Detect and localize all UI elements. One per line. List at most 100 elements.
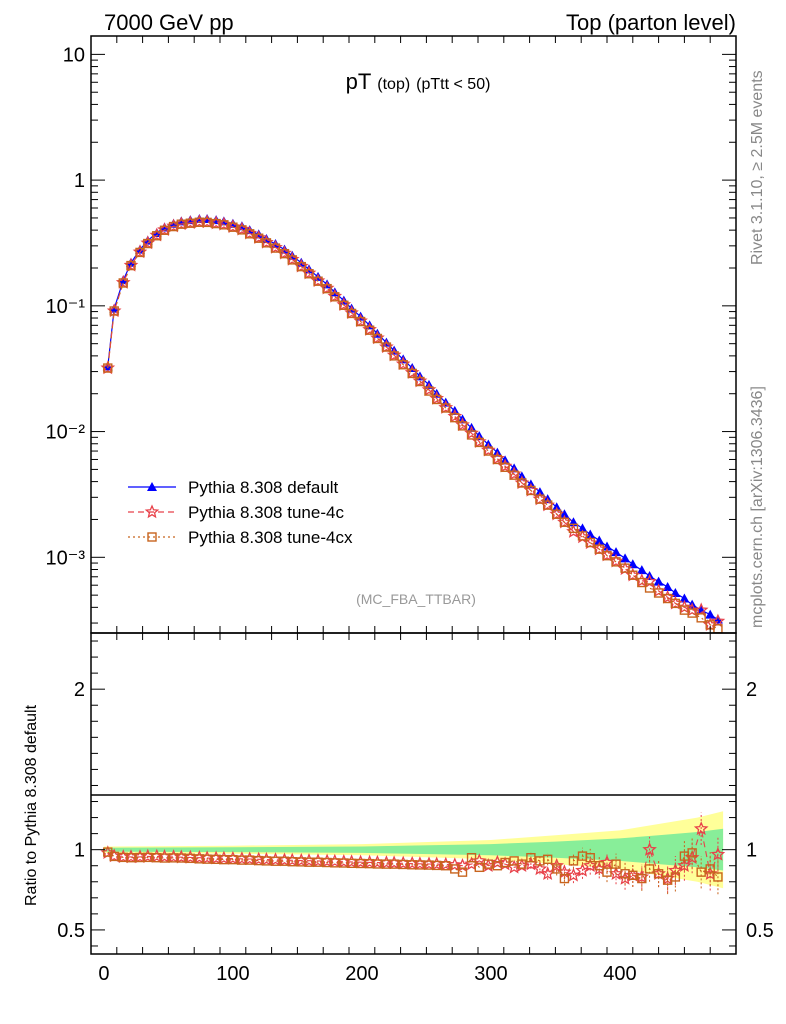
- data-point: [628, 570, 638, 580]
- x-tick-label: 200: [345, 963, 378, 985]
- data-point: [693, 602, 709, 617]
- data-point: [424, 386, 434, 396]
- ratio-data-point: [398, 859, 408, 870]
- data-point: [346, 308, 357, 319]
- data-point: [279, 248, 290, 259]
- ratio-data-point: [126, 853, 136, 863]
- ratio-data-point: [447, 857, 463, 872]
- rivet-label: Rivet 3.1.10, ≥ 2.5M events: [749, 70, 766, 265]
- data-point: [712, 614, 723, 624]
- data-point: [636, 565, 647, 575]
- ratio-data-point: [693, 821, 709, 836]
- data-point: [219, 220, 229, 230]
- ratio-data-point: [143, 852, 153, 863]
- legend-marker: [144, 504, 160, 519]
- y-tick-label: 10⁻³: [46, 547, 86, 569]
- ratio-data-point: [568, 856, 579, 866]
- main-axis-ticks: [90, 36, 737, 633]
- data-point: [322, 283, 332, 294]
- ratio-y-tick-label: 0.5: [57, 920, 85, 942]
- y-tick-label: 1: [74, 170, 85, 192]
- data-point: [185, 218, 196, 228]
- ratio-data-point: [372, 859, 383, 869]
- ratio-data-point: [677, 858, 692, 872]
- data-point: [389, 351, 399, 361]
- ratio-plot-frame: [90, 632, 737, 955]
- ratio-data-point: [602, 867, 612, 877]
- data-point: [270, 243, 281, 253]
- data-point: [159, 225, 170, 235]
- data-point: [509, 470, 519, 480]
- legend-marker: [147, 532, 157, 542]
- ratio-y-tick-label-right: 1: [746, 840, 757, 862]
- main-y-tick-labels: 10 1 10⁻¹ 10⁻² 10⁻³: [46, 44, 86, 569]
- data-point: [602, 550, 612, 561]
- data-point: [594, 535, 605, 545]
- ratio-data-point: [526, 853, 536, 863]
- data-point: [653, 576, 664, 586]
- data-point: [355, 316, 366, 327]
- x-tick-label: 400: [603, 963, 636, 985]
- data-point: [594, 544, 604, 554]
- plot-title-sub1: (top): [377, 76, 410, 93]
- ratio-y-tick-label: 2: [74, 679, 85, 701]
- main-plot-panel: 10 1 10⁻¹ 10⁻² 10⁻³ pT (top) (pTtt < 50) (MC_F…: [46, 35, 737, 634]
- ratio-data-point: [532, 861, 548, 876]
- ratio-data-point: [159, 853, 170, 863]
- ratio-data-point: [551, 864, 562, 874]
- series-line: [107, 221, 719, 630]
- ratio-data-point: [109, 851, 119, 862]
- ratio-uncertainty-bands: [103, 811, 724, 889]
- x-tick-labels: 0 100 200 300 400: [98, 963, 636, 985]
- legend-label: Pythia 8.308 tune-4cx: [188, 528, 353, 547]
- data-point: [135, 247, 145, 258]
- data-point: [313, 276, 323, 286]
- data-point: [415, 376, 425, 387]
- data-point: [585, 537, 595, 548]
- data-point: [551, 509, 562, 519]
- x-tick-label: 0: [98, 963, 109, 985]
- analysis-tag: (MC_FBA_TTBAR): [356, 591, 476, 607]
- data-point: [152, 231, 162, 241]
- data-point: [261, 238, 272, 248]
- ratio-data-point: [432, 860, 442, 871]
- data-point: [687, 608, 697, 618]
- ratio-data-point: [176, 853, 187, 863]
- ratio-y-tick-label-right: 2: [746, 679, 757, 701]
- data-point: [679, 593, 690, 603]
- ratio-data-point: [185, 853, 196, 864]
- ratio-plot-panel: 0.5 0.5 1 1 2 2 0 100 200 300 400 Ratio to Pythia…: [23, 632, 774, 985]
- ratio-data-point: [270, 856, 281, 866]
- data-point: [304, 269, 314, 279]
- ratio-data-point: [287, 857, 297, 867]
- data-point: [441, 403, 451, 413]
- data-point: [637, 577, 647, 588]
- data-point: [559, 517, 570, 527]
- data-point: [103, 363, 113, 373]
- data-point: [228, 222, 238, 232]
- x-tick-label: 300: [474, 963, 507, 985]
- data-point: [339, 300, 349, 310]
- data-point: [126, 260, 136, 271]
- ratio-data-point: [219, 854, 229, 865]
- ratio-data-point: [713, 872, 723, 882]
- ratio-data-point: [261, 856, 272, 866]
- ratio-data-point: [710, 846, 726, 861]
- ratio-data-point: [611, 859, 621, 869]
- process-label: Top (parton level): [566, 10, 736, 35]
- ratio-data-point: [304, 857, 314, 867]
- ratio-data-point: [474, 862, 484, 873]
- data-point: [432, 394, 442, 405]
- data-point: [517, 478, 527, 488]
- data-point: [542, 500, 553, 510]
- data-point: [670, 598, 681, 609]
- y-tick-label: 10⁻¹: [46, 296, 86, 318]
- ratio-data-point: [483, 859, 494, 869]
- data-point: [670, 588, 681, 598]
- data-point: [372, 333, 383, 344]
- ratio-data-point: [559, 873, 570, 884]
- ratio-data-point: [585, 853, 595, 863]
- legend-label: Pythia 8.308 tune-4c: [188, 503, 344, 522]
- mcplots-label: mcplots.cern.ch [arXiv:1306.3436]: [749, 386, 766, 628]
- data-point: [653, 588, 664, 598]
